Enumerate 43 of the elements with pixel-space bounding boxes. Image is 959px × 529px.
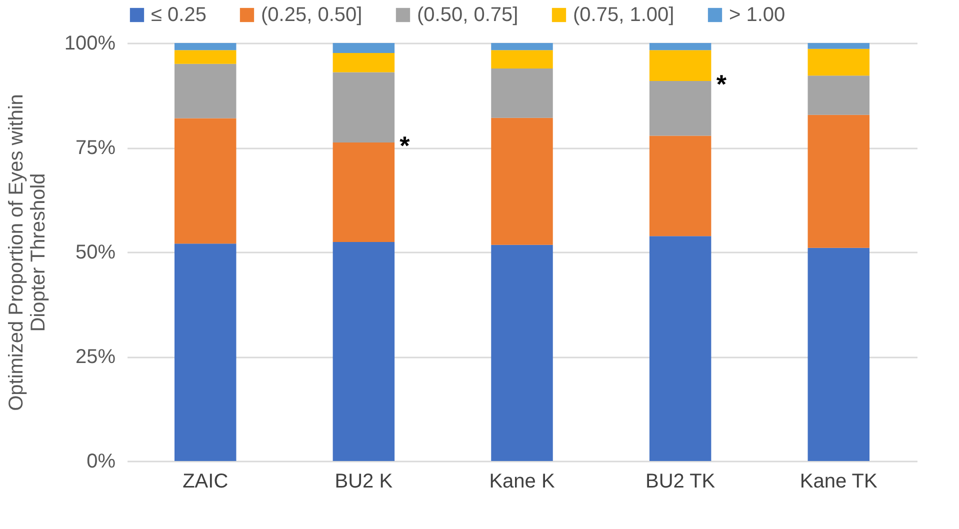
- bar: [491, 68, 553, 118]
- y-tick-label: 50%: [75, 242, 116, 264]
- bar: [332, 43, 395, 54]
- bar: [491, 43, 553, 50]
- legend-label: (0.50, 0.75]: [417, 4, 518, 26]
- bar: [174, 64, 236, 118]
- legend-label: > 1.00: [729, 4, 786, 26]
- bar: [491, 50, 553, 68]
- legend-label: ≤ 0.25: [151, 4, 206, 26]
- annotation: *: [400, 130, 411, 160]
- bar: [332, 242, 395, 461]
- bar: [808, 43, 870, 49]
- bar: [491, 244, 553, 461]
- annotation: *: [716, 69, 728, 100]
- y-tick-label: 100%: [64, 32, 116, 54]
- bar: [649, 81, 712, 136]
- bar: [649, 43, 712, 50]
- bar: [808, 248, 870, 461]
- legend-label: (0.75, 1.00]: [573, 4, 674, 26]
- x-tick-label: BU2 K: [334, 470, 394, 492]
- bar: [808, 48, 870, 76]
- y-axis-title: Optimized Proportion of Eyes within Diopter Threshold: [5, 94, 50, 411]
- bar: [174, 244, 236, 461]
- legend-label: (0.25, 0.50]: [261, 4, 362, 26]
- bar: [808, 114, 870, 248]
- bar: [174, 50, 236, 64]
- y-tick-label: 75%: [75, 137, 116, 159]
- x-tick-label: BU2 TK: [645, 470, 716, 492]
- bar: [174, 118, 236, 244]
- y-tick-label: 0%: [86, 450, 116, 472]
- bar: [808, 76, 870, 115]
- bar: [491, 118, 553, 245]
- bar: [332, 72, 395, 142]
- bar: [332, 142, 395, 242]
- bar: [332, 53, 395, 72]
- bar: [174, 43, 236, 50]
- bar: [649, 236, 712, 461]
- bar: [649, 50, 712, 82]
- x-tick-label: ZAIC: [182, 470, 228, 492]
- bar: [649, 136, 712, 236]
- y-tick-label: 25%: [75, 346, 116, 368]
- x-tick-label: Kane TK: [800, 470, 878, 492]
- x-tick-label: Kane K: [489, 470, 556, 492]
